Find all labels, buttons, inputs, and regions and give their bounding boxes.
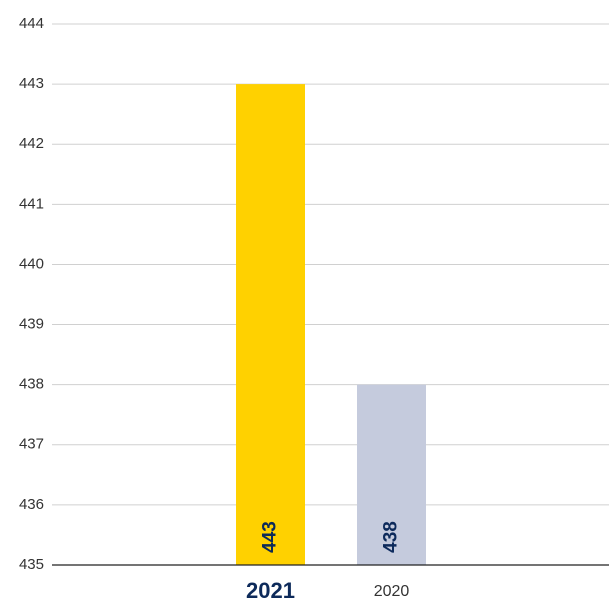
data-label: 438 <box>381 521 402 553</box>
y-tick-label: 438 <box>19 376 44 393</box>
y-tick-label: 442 <box>19 135 44 152</box>
y-tick-label: 441 <box>19 195 44 212</box>
y-tick-label: 444 <box>19 15 44 32</box>
bar <box>236 84 305 565</box>
x-tick-label: 2021 <box>246 578 295 603</box>
y-tick-label: 440 <box>19 255 44 272</box>
y-tick-label: 436 <box>19 496 44 513</box>
y-tick-label: 435 <box>19 556 44 573</box>
x-tick-label: 2020 <box>374 583 410 600</box>
data-label: 443 <box>260 521 281 553</box>
y-tick-label: 437 <box>19 436 44 453</box>
y-tick-label: 439 <box>19 316 44 333</box>
y-tick-label: 443 <box>19 75 44 92</box>
bar <box>357 384 426 565</box>
